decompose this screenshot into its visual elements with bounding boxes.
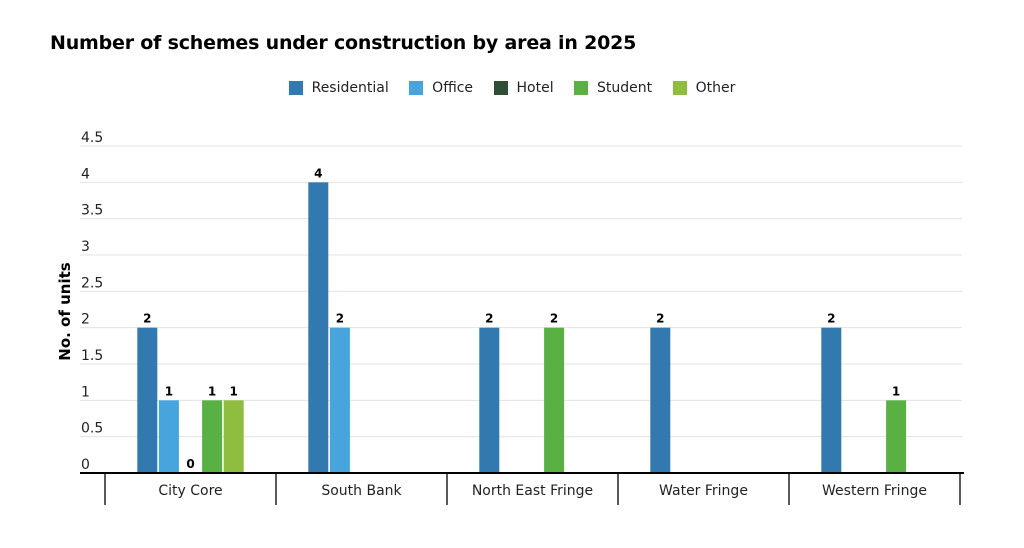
- bar-western-fringe-student[interactable]: [886, 400, 907, 473]
- data-label-city-core-residential: 2: [143, 312, 151, 326]
- y-tick-label: 1: [81, 384, 90, 400]
- legend: Residential Office Hotel Student Other: [0, 80, 1024, 99]
- x-tick-label-north-east-fringe: North East Fringe: [472, 483, 593, 499]
- legend-item-office[interactable]: Office: [409, 80, 473, 96]
- data-label-city-core-student: 1: [208, 384, 216, 398]
- x-tick-label-city-core: City Core: [158, 483, 222, 499]
- legend-item-residential[interactable]: Residential: [288, 80, 389, 96]
- data-label-city-core-hotel: 0: [186, 457, 194, 471]
- bar-city-core-student[interactable]: [202, 400, 223, 473]
- legend-label-residential: Residential: [311, 80, 389, 96]
- data-label-north-east-fringe-student: 2: [550, 312, 558, 326]
- legend-item-other[interactable]: Other: [672, 80, 736, 96]
- bar-north-east-fringe-residential[interactable]: [479, 327, 500, 473]
- x-tick-label-water-fringe: Water Fringe: [659, 483, 748, 499]
- y-tick-label: 2: [81, 312, 90, 328]
- legend-label-hotel: Hotel: [516, 80, 554, 96]
- y-tick-label: 4.5: [81, 130, 103, 146]
- bar-city-core-office[interactable]: [158, 400, 179, 473]
- legend-swatch-hotel: [493, 81, 508, 95]
- bar-city-core-residential[interactable]: [137, 327, 158, 473]
- legend-item-hotel[interactable]: Hotel: [493, 80, 554, 96]
- data-label-western-fringe-residential: 2: [827, 312, 835, 326]
- data-label-city-core-other: 1: [230, 384, 238, 398]
- bar-south-bank-residential[interactable]: [308, 182, 329, 474]
- legend-label-student: Student: [597, 80, 653, 96]
- bar-water-fringe-residential[interactable]: [650, 327, 671, 473]
- data-label-water-fringe-residential: 2: [656, 312, 664, 326]
- bar-city-core-other[interactable]: [223, 400, 244, 473]
- legend-label-other: Other: [695, 80, 736, 96]
- x-tick-label-western-fringe: Western Fringe: [822, 483, 927, 499]
- x-tick-label-south-bank: South Bank: [321, 483, 402, 499]
- data-label-city-core-office: 1: [165, 384, 173, 398]
- y-tick-label: 1.5: [81, 348, 103, 364]
- chart-title: Number of schemes under construction by …: [50, 32, 637, 54]
- data-label-south-bank-residential: 4: [314, 166, 322, 180]
- y-axis-label: No. of units: [56, 262, 74, 361]
- legend-swatch-residential: [288, 81, 303, 95]
- y-tick-label: 3.5: [81, 203, 103, 219]
- bar-western-fringe-residential[interactable]: [821, 327, 842, 473]
- legend-swatch-other: [672, 81, 687, 95]
- y-tick-label: 3: [81, 239, 90, 255]
- legend-label-office: Office: [432, 80, 474, 96]
- data-label-western-fringe-student: 1: [892, 384, 900, 398]
- y-tick-label: 0.5: [81, 421, 103, 437]
- legend-swatch-office: [409, 81, 424, 95]
- bar-north-east-fringe-student[interactable]: [544, 327, 565, 473]
- data-label-north-east-fringe-residential: 2: [485, 312, 493, 326]
- data-label-south-bank-office: 2: [336, 312, 344, 326]
- bar-south-bank-office[interactable]: [329, 327, 350, 473]
- legend-item-student[interactable]: Student: [574, 80, 652, 96]
- y-tick-label: 4: [81, 166, 90, 182]
- y-tick-label: 2.5: [81, 275, 103, 291]
- legend-swatch-student: [574, 81, 589, 95]
- y-tick-label: 0: [81, 457, 90, 473]
